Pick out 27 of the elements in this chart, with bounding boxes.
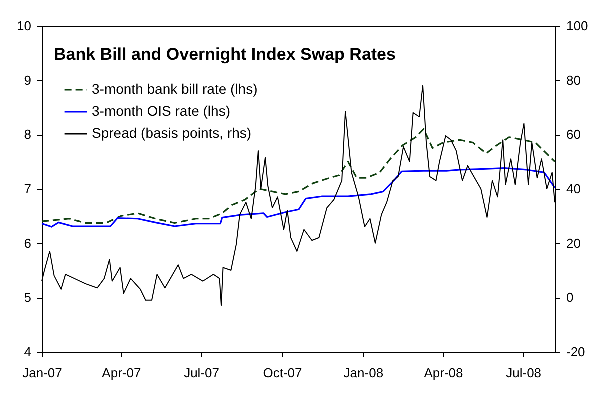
y2-tick-label: 20: [566, 236, 581, 251]
y2-tick-label: -20: [566, 344, 586, 360]
x-tick-label: Apr-07: [102, 366, 142, 380]
y2-tick-label: 100: [566, 18, 588, 34]
y2-tick-label: 80: [566, 72, 581, 88]
y-tick-label: 5: [24, 290, 32, 306]
y-tick-label: 6: [24, 236, 32, 251]
y2-tick-label: 60: [566, 127, 581, 142]
x-tick-label: Jul-07: [184, 366, 220, 380]
legend-label: Spread (basis points, rhs): [92, 125, 252, 141]
x-tick-label: Jan-07: [22, 366, 62, 380]
line-series: [41, 128, 556, 224]
x-tick-label: Jul-08: [506, 366, 542, 380]
legend-label: 3-month bank bill rate (lhs): [92, 81, 258, 97]
line-series: [41, 168, 556, 228]
y2-tick-label: 40: [566, 182, 581, 196]
x-tick-label: Apr-08: [424, 366, 464, 380]
legend-label: 3-month OIS rate (lhs): [92, 103, 230, 119]
y2-tick-label: 0: [566, 290, 574, 306]
y-tick-label: 8: [24, 127, 32, 142]
x-tick-label: Jan-08: [344, 366, 384, 380]
y-tick-label: 9: [24, 72, 32, 88]
y-tick-label: 10: [17, 18, 32, 34]
x-tick-label: Oct-07: [263, 366, 302, 380]
text: Bank Bill and Overnight Index Swap Rates: [54, 45, 396, 64]
y-tick-label: 7: [24, 182, 32, 196]
y-tick-label: 4: [24, 344, 32, 360]
